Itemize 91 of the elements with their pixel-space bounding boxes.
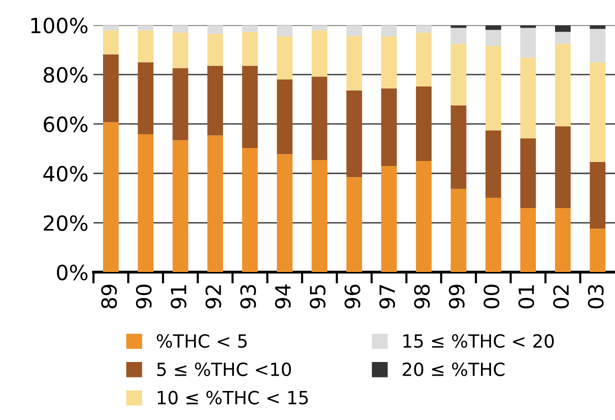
bar — [485, 130, 502, 198]
x-tick-label: 92 — [205, 285, 222, 308]
y-tick-label: 40% — [43, 166, 88, 182]
x-tick-label: 95 — [310, 285, 326, 308]
x-tick-label: 96 — [344, 284, 360, 308]
bar — [381, 36, 397, 88]
y-tick-label: 0% — [56, 264, 88, 280]
bar — [590, 162, 606, 229]
bar — [172, 32, 188, 68]
bar — [346, 25, 362, 36]
bar — [520, 208, 536, 272]
bar — [242, 32, 258, 66]
bar — [381, 166, 397, 272]
bar — [172, 25, 188, 33]
bar — [103, 122, 119, 272]
bar — [520, 25, 536, 28]
bar — [590, 228, 606, 272]
x-tick-label: 99 — [448, 284, 465, 308]
y-tick-label: 100% — [31, 18, 88, 34]
bar — [485, 198, 502, 272]
x-tick-label: 02 — [553, 285, 569, 308]
bar — [312, 160, 328, 272]
bar — [138, 134, 154, 272]
x-tick-label: 97 — [379, 285, 396, 308]
bar — [555, 25, 571, 32]
bar — [450, 105, 466, 189]
bar — [276, 36, 293, 80]
bar — [346, 36, 362, 90]
bar — [276, 80, 293, 154]
x-tick-label: 93 — [240, 284, 256, 308]
x-tick-label: 89 — [101, 284, 117, 308]
legend-label: 5 ≤ %THC <10 — [157, 362, 291, 376]
bar — [312, 25, 328, 30]
legend-label: 20 ≤ %THC — [402, 362, 504, 376]
y-tick-label: 80% — [44, 67, 88, 83]
bar — [207, 25, 223, 34]
bar — [138, 25, 154, 30]
bar — [103, 30, 119, 54]
legend-label: 10 ≤ %THC < 15 — [158, 390, 308, 404]
bar — [207, 66, 223, 136]
x-tick-label: 90 — [136, 284, 152, 308]
bar — [555, 44, 571, 126]
bar — [485, 30, 502, 46]
bar — [590, 28, 606, 62]
bar — [312, 76, 328, 160]
bar — [520, 138, 536, 208]
x-tick-label: 91 — [170, 285, 186, 308]
bar — [242, 66, 258, 148]
bar — [485, 25, 502, 30]
y-tick-label: 20% — [44, 215, 88, 231]
y-tick-label: 60% — [44, 116, 88, 132]
bar — [381, 88, 397, 166]
bar — [312, 30, 328, 77]
bar — [416, 32, 432, 86]
bar — [520, 28, 536, 58]
x-tick-label: 03 — [588, 284, 604, 308]
bar — [172, 68, 188, 140]
bar — [590, 25, 606, 29]
bar — [276, 25, 293, 37]
bar — [555, 32, 571, 44]
bar — [590, 62, 606, 162]
bar — [138, 30, 154, 62]
bar — [172, 140, 188, 272]
bar — [207, 135, 223, 272]
bar — [416, 161, 432, 272]
bar — [485, 46, 502, 130]
bar — [416, 86, 432, 162]
bar — [450, 188, 466, 272]
bar — [381, 25, 397, 37]
x-tick-label: 01 — [518, 285, 534, 308]
bar — [138, 62, 154, 134]
bar — [346, 177, 362, 272]
x-tick-label: 94 — [274, 284, 291, 308]
bar — [276, 154, 293, 272]
bar — [450, 28, 466, 44]
bar — [207, 34, 223, 66]
bar — [450, 25, 466, 28]
bar — [346, 90, 362, 178]
x-tick-label: 98 — [414, 284, 430, 308]
bar — [103, 25, 119, 30]
legend-label: %THC < 5 — [156, 334, 247, 348]
bar — [242, 148, 258, 272]
bar — [103, 54, 119, 122]
bar — [555, 126, 571, 208]
bar — [555, 208, 571, 272]
legend-label: 15 ≤ %THC < 20 — [403, 334, 554, 348]
bar — [416, 25, 432, 33]
x-tick-label: 00 — [484, 284, 500, 308]
bar — [242, 25, 258, 32]
bar — [520, 58, 536, 138]
bar — [450, 44, 466, 106]
